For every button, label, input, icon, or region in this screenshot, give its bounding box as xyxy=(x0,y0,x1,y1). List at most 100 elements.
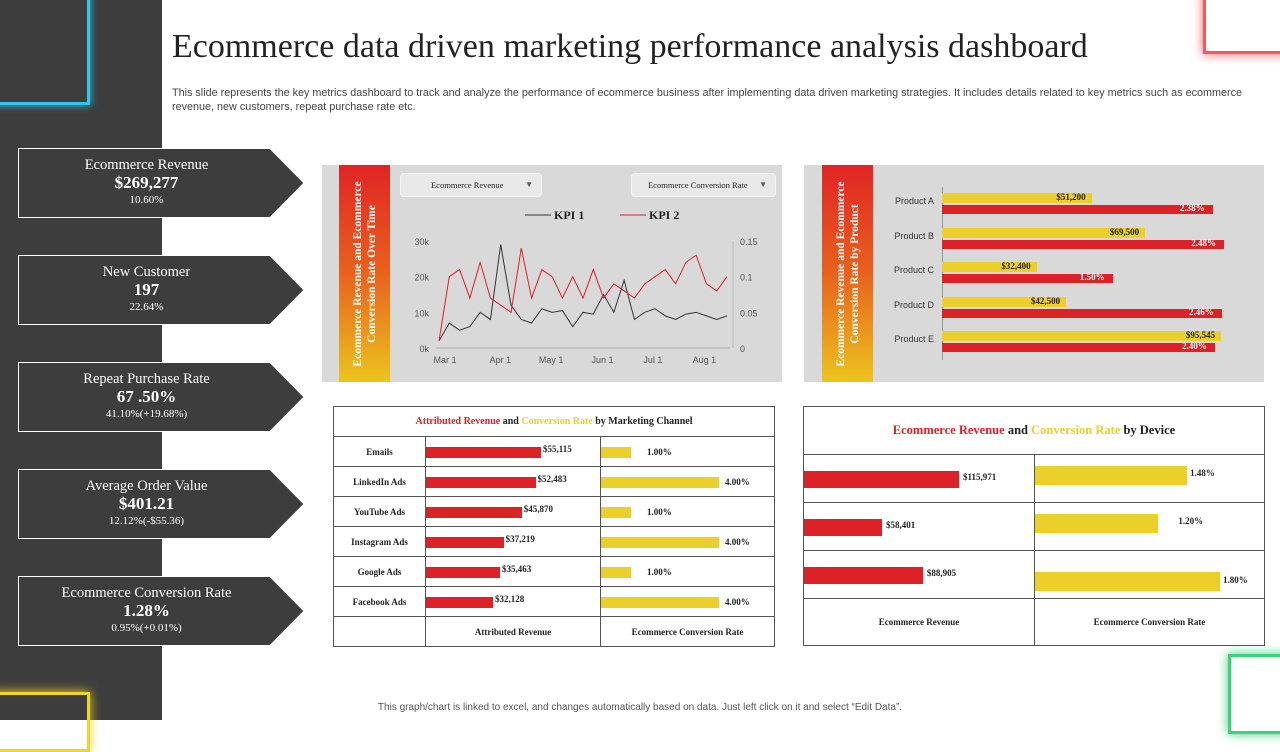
revenue-bar xyxy=(426,477,536,488)
revenue-bar xyxy=(426,567,500,578)
bar-label: $32,400 xyxy=(1001,261,1031,272)
chevron-down-icon: ▼ xyxy=(525,180,533,189)
kpi-change: 41.10%(+19.68%) xyxy=(105,408,188,420)
channel-name: Emails xyxy=(333,436,426,467)
conversion-bar xyxy=(1035,466,1188,485)
chart-title-strip: Ecommerce Revenue and Ecommerce Conversi… xyxy=(339,165,390,382)
kpi-card: Ecommerce Revenue $269,277 10.60% xyxy=(18,148,305,218)
kpi-card: Average Order Value $401.21 12.12%(-$55.… xyxy=(18,469,305,539)
kpi-title: New Customer xyxy=(102,264,191,280)
y-left-tick: 20k xyxy=(414,273,429,283)
device-table: Ecommerce Revenue and Conversion Rate by… xyxy=(803,406,1265,646)
kpi-change: 22.64% xyxy=(129,301,164,313)
title-yellow-part: Conversion Rate xyxy=(521,416,593,427)
decor-red-frame xyxy=(1203,0,1280,54)
kpi-change: 0.95%(+0.01%) xyxy=(111,622,182,634)
conversion-bar xyxy=(601,537,719,548)
conversion-bar: 1.50% xyxy=(942,272,1113,284)
col-header: Attributed Revenue xyxy=(425,616,601,647)
line-chart-title: Ecommerce Revenue and Ecommerce Conversi… xyxy=(351,180,378,367)
bar-label: 1.50% xyxy=(1079,272,1105,283)
table-row: Google Ads $35,463 1.00% xyxy=(333,556,775,587)
col-header: Ecommerce Conversion Rate xyxy=(600,616,775,647)
conversion-label: 4.00% xyxy=(725,477,750,487)
legend-label: KPI 2 xyxy=(649,208,679,222)
legend-label: KPI 1 xyxy=(554,208,584,222)
title-part: by Device xyxy=(1120,423,1176,437)
revenue-label: $58,401 xyxy=(886,520,916,530)
decor-green-frame xyxy=(1228,654,1280,734)
channel-name: Instagram Ads xyxy=(333,526,426,557)
dropdown-right-metric[interactable]: Ecommerce Conversion Rate ▼ xyxy=(631,173,776,197)
revenue-label: $37,219 xyxy=(505,534,535,544)
bar-label: $95,545 xyxy=(1185,330,1216,341)
dropdown-left-metric[interactable]: Ecommerce Revenue ▼ xyxy=(400,173,542,197)
conversion-bar xyxy=(1035,572,1220,591)
conversion-bar: 2.38% xyxy=(942,203,1213,214)
dropdown-left-label: Ecommerce Revenue xyxy=(431,180,504,190)
revenue-bar: $42,500 xyxy=(942,295,1067,307)
title-yellow-part: Conversion Rate xyxy=(1031,423,1121,437)
col-header: Ecommerce Revenue xyxy=(803,598,1035,646)
x-tick: Aug 1 xyxy=(693,355,717,365)
kpi-change: 12.12%(-$55.36) xyxy=(108,515,185,527)
bar-label: 2.46% xyxy=(1188,306,1214,317)
channel-name: YouTube Ads xyxy=(333,496,426,527)
revenue-bar xyxy=(426,597,494,608)
table-row: Instagram Ads $37,219 4.00% xyxy=(333,526,775,557)
product-label: Product C xyxy=(893,265,934,276)
channel-name: Facebook Ads xyxy=(333,586,426,617)
y-right-tick: 0 xyxy=(740,344,745,354)
kpi-value: 1.28% xyxy=(123,601,170,620)
y-right-tick: 0.05 xyxy=(740,308,758,318)
revenue-bar xyxy=(804,567,923,584)
dropdown-right-label: Ecommerce Conversion Rate xyxy=(648,180,748,190)
channel-name: LinkedIn Ads xyxy=(333,466,426,497)
y-left-tick: 10k xyxy=(414,308,429,318)
y-right-tick: 0.15 xyxy=(740,237,758,247)
x-tick: Jul 1 xyxy=(643,355,662,365)
chart-title-strip: Ecommerce Revenue and Ecommerce Conversi… xyxy=(822,165,873,382)
revenue-label: $55,115 xyxy=(543,444,572,454)
conversion-bar xyxy=(601,597,719,608)
y-axis xyxy=(942,187,943,360)
product-label: Product D xyxy=(893,299,934,310)
revenue-bar: $51,200 xyxy=(942,192,1092,203)
product-label: Product A xyxy=(894,196,934,206)
product-bar-chart: Product A $51,200 2.38% Product B $69,500 2.4… xyxy=(804,165,1264,382)
revenue-bar: $95,545 xyxy=(942,330,1222,342)
x-tick: Apr 1 xyxy=(490,355,512,365)
col-header: Ecommerce Conversion Rate xyxy=(1034,598,1265,646)
conversion-label: 4.00% xyxy=(725,597,750,607)
conversion-label: 1.00% xyxy=(647,507,672,517)
conversion-bar: 2.46% xyxy=(942,306,1222,318)
bar-label: 2.40% xyxy=(1182,341,1207,352)
kpi-title: Ecommerce Revenue xyxy=(84,157,209,173)
kpi-value: $269,277 xyxy=(114,173,179,192)
conversion-bar xyxy=(601,507,631,518)
x-tick: Jun 1 xyxy=(592,355,614,365)
y-right-tick: 0.1 xyxy=(740,273,753,283)
table-row: Facebook Ads $32,128 4.00% xyxy=(333,586,775,617)
kpi-change: 10.60% xyxy=(129,194,164,206)
x-tick: Mar 1 xyxy=(433,355,456,365)
y-left-tick: 0k xyxy=(419,344,429,354)
conversion-bar xyxy=(1035,514,1159,533)
bar-label: $42,500 xyxy=(1030,295,1061,306)
line-chart: 0k 10k 20k 30k 0 0.05 0.1 0.15 Mar 1 Apr 1 May 1 Ju… xyxy=(414,208,758,365)
revenue-bar: $69,500 xyxy=(942,227,1146,238)
device-table-title: Ecommerce Revenue and Conversion Rate by… xyxy=(803,406,1265,455)
kpi-card: Repeat Purchase Rate 67 .50% 41.10%(+19.… xyxy=(18,362,305,432)
channel-name: Google Ads xyxy=(333,556,426,587)
kpi-value: $401.21 xyxy=(118,494,175,513)
revenue-bar: $32,400 xyxy=(942,261,1037,273)
revenue-bar xyxy=(426,447,541,458)
series-line-2 xyxy=(438,248,728,341)
kpi-title: Ecommerce Conversion Rate xyxy=(61,585,232,601)
kpi-value: 197 xyxy=(133,280,160,299)
title-red-part: Ecommerce Revenue xyxy=(892,423,1005,437)
revenue-bar xyxy=(426,537,504,548)
channel-table: Attributed Revenue and Conversion Rate b… xyxy=(333,406,775,647)
kpi-value: 67 .50% xyxy=(116,387,177,406)
bar-label: $51,200 xyxy=(1056,192,1086,202)
